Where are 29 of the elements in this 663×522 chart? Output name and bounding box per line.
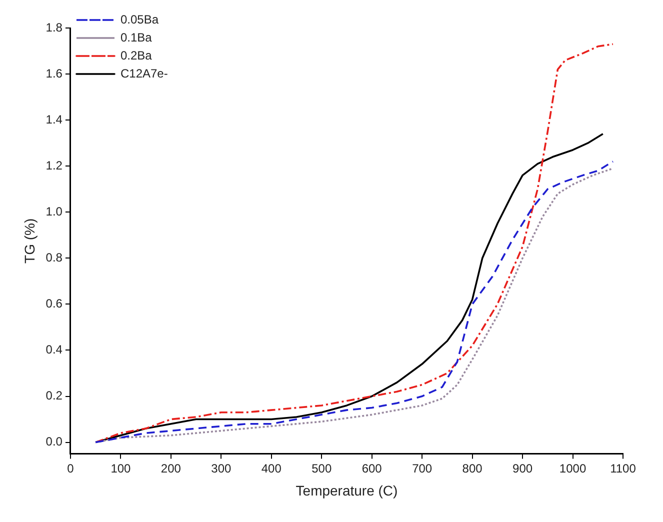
x-tick-label: 1000 xyxy=(559,461,586,476)
y-axis-title: TG (%) xyxy=(21,218,38,264)
y-tick-label: 0.6 xyxy=(46,296,63,311)
legend-label: 0.2Ba xyxy=(120,48,152,62)
y-tick-label: 1.4 xyxy=(46,112,63,126)
x-tick-label: 700 xyxy=(412,461,432,476)
x-tick-label: 600 xyxy=(362,461,382,476)
y-tick-label: 0.8 xyxy=(46,250,63,264)
legend-label: 0.05Ba xyxy=(120,12,159,26)
x-axis-title: Temperature (C) xyxy=(296,482,398,498)
x-tick-label: 500 xyxy=(312,461,332,476)
y-tick-label: 1.0 xyxy=(46,204,63,218)
y-tick-label: 1.6 xyxy=(46,66,63,80)
legend-label: C12A7e- xyxy=(120,66,168,80)
y-tick-label: 0.4 xyxy=(46,342,63,357)
y-tick-label: 1.2 xyxy=(46,158,63,172)
line-series xyxy=(94,43,614,444)
x-tick-label: 400 xyxy=(261,461,282,476)
y-tick-label: 1.8 xyxy=(46,20,63,34)
x-tick-label: 0 xyxy=(67,461,74,476)
x-tick-label: 1100 xyxy=(610,461,636,476)
legend-label: 0.1Ba xyxy=(120,30,152,44)
x-tick-label: 100 xyxy=(110,461,132,476)
x-tick-label: 300 xyxy=(211,461,232,476)
x-tick-label: 900 xyxy=(512,461,533,476)
x-tick-label: 800 xyxy=(462,461,483,476)
y-tick-label: 0.2 xyxy=(46,388,63,403)
y-tick-label: 0.0 xyxy=(46,434,63,449)
x-tick-label: 200 xyxy=(160,461,182,476)
